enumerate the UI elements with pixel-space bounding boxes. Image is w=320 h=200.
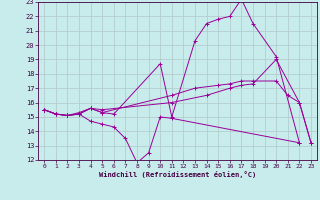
X-axis label: Windchill (Refroidissement éolien,°C): Windchill (Refroidissement éolien,°C) — [99, 171, 256, 178]
